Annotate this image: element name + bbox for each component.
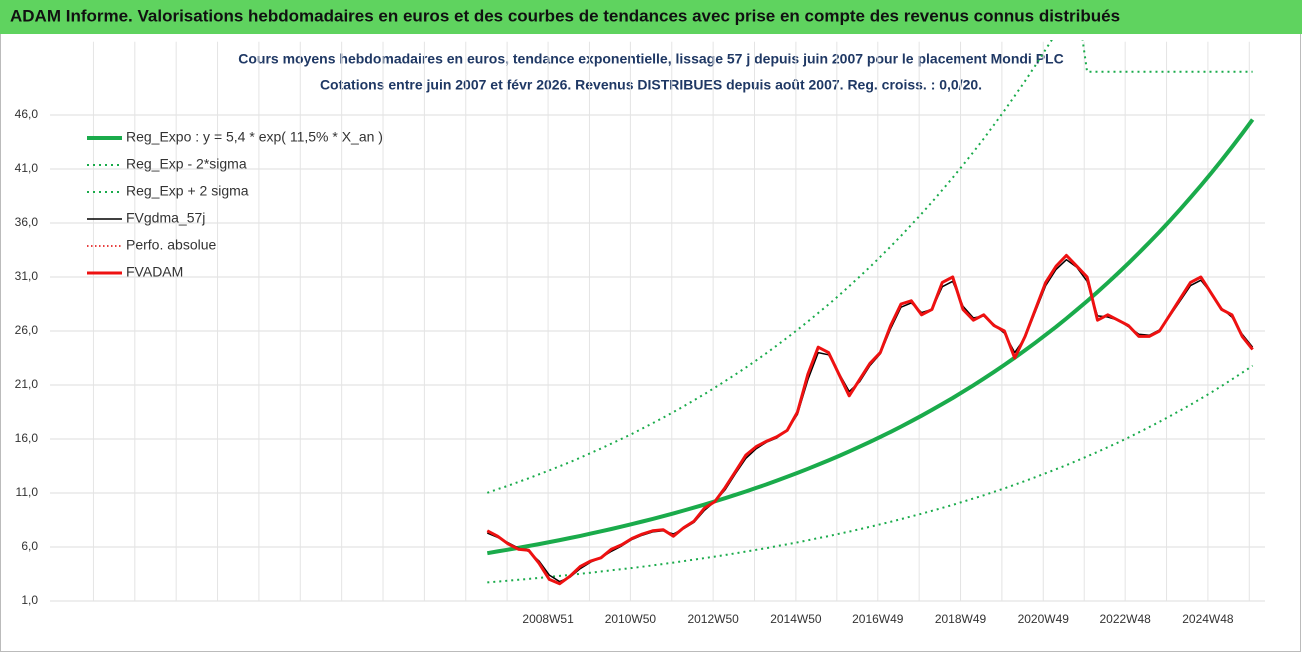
subtitle: Cotations entre juin 2007 et févr 2026. … [320, 77, 982, 93]
y-tick-label: 26,0 [15, 323, 39, 337]
x-tick-label: 2016W49 [852, 612, 904, 626]
legend-label: Perfo. absolue [126, 237, 216, 253]
x-tick-label: 2010W50 [605, 612, 657, 626]
series-line [486, 253, 1254, 586]
y-tick-label: 6,0 [21, 539, 38, 553]
x-tick-label: 2024W48 [1182, 612, 1234, 626]
x-tick-label: 2012W50 [687, 612, 739, 626]
y-tick-label: 46,0 [15, 107, 39, 121]
y-tick-label: 21,0 [15, 377, 39, 391]
y-tick-label: 1,0 [21, 593, 38, 607]
legend-label: FVgdma_57j [126, 210, 205, 226]
legend-label: Reg_Exp + 2 sigma [126, 183, 249, 199]
x-tick-label: 2014W50 [770, 612, 822, 626]
x-tick-label: 2020W49 [1018, 612, 1070, 626]
x-tick-label: 2022W48 [1099, 612, 1151, 626]
y-tick-label: 16,0 [15, 431, 39, 445]
title-bar [0, 0, 1302, 34]
subtitle: Cours moyens hebdomadaires en euros, ten… [238, 51, 1063, 67]
legend-label: FVADAM [126, 264, 183, 280]
y-tick-label: 31,0 [15, 269, 39, 283]
y-tick-label: 36,0 [15, 215, 39, 229]
x-tick-label: 2008W51 [522, 612, 574, 626]
chart-title: ADAM Informe. Valorisations hebdomadaire… [10, 6, 1120, 25]
x-tick-label: 2018W49 [935, 612, 987, 626]
y-tick-label: 11,0 [16, 485, 39, 499]
series-line [486, 118, 1255, 556]
y-tick-label: 41,0 [15, 161, 39, 175]
legend-label: Reg_Expo : y = 5,4 * exp( 11,5% * X_an ) [126, 129, 383, 145]
legend-label: Reg_Exp - 2*sigma [126, 156, 247, 172]
